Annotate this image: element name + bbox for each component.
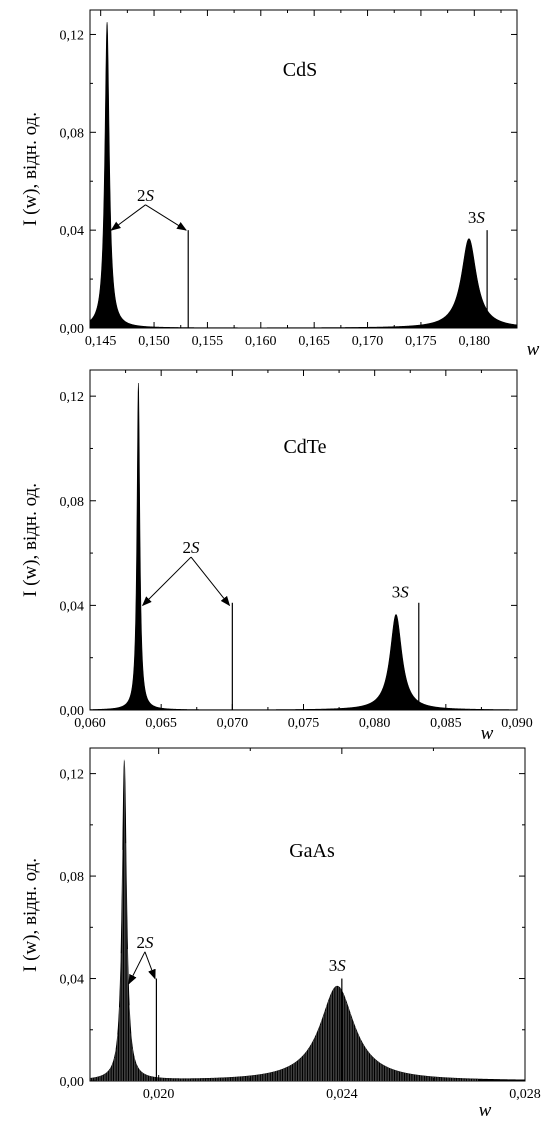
y-axis-label: I (w), відн. од. [20,858,41,972]
x-axis: 0,020 0,024 0,028 [143,748,541,1102]
annotations: 2S 3S [128,933,347,985]
plot-frame [89,9,518,329]
x-tick-label: 0,150 [138,334,170,349]
x-tick-label: 0,024 [326,1087,358,1102]
x-tick-label: 0,145 [85,334,117,349]
y-axis-label: I (w), відн. од. [20,112,41,226]
x-tick-label: 0,165 [298,334,330,349]
annotations: 2S 3S [110,186,486,231]
x-tick-label: 0,065 [145,716,177,731]
chart-panel-cdte: 0,060 0,065 0,070 0,075 0,080 0,085 0,090 0,00… [20,369,533,744]
y-tick-label: 0,08 [60,126,85,141]
peak-annotation: 2S [183,538,201,557]
y-tick-label: 0,04 [60,599,85,614]
x-axis: 0,060 0,065 0,070 0,075 0,080 0,085 0,090 [74,370,533,731]
panel-title: CdTe [283,436,326,458]
spectrum-area [89,382,518,711]
x-tick-label: 0,170 [352,334,384,349]
y-tick-label: 0,12 [60,768,85,783]
y-tick-label: 0,00 [60,1075,85,1090]
panel-title: CdS [283,59,317,81]
x-tick-label: 0,075 [288,716,320,731]
spectrum-area [89,22,518,329]
y-axis: 0,00 0,04 0,08 0,12 [60,390,517,719]
y-tick-label: 0,08 [60,495,85,510]
chart-panel-gaas: 0,020 0,024 0,028 0,00 0,04 0,08 0,12 2S 3S Ga… [20,747,541,1121]
y-tick-label: 0,12 [60,390,85,405]
x-tick-label: 0,180 [459,334,491,349]
plot-frame [89,747,526,1082]
x-tick-label: 0,060 [74,716,106,731]
panel-title: GaAs [289,840,335,862]
peak-annotation: 3S [392,583,410,602]
y-axis-label: I (w), відн. од. [20,483,41,597]
x-axis-label: w [481,723,494,744]
x-tick-label: 0,020 [143,1087,175,1102]
plot-frame [89,369,518,711]
y-tick-label: 0,00 [60,322,85,337]
annotations: 2S 3S [141,538,410,607]
annotation-arrow [141,556,192,607]
x-tick-label: 0,028 [509,1087,541,1102]
peak-annotation: 3S [329,956,347,975]
x-tick-label: 0,090 [501,716,533,731]
peak-annotation: 2S [137,186,155,205]
x-tick-label: 0,160 [245,334,277,349]
x-axis-label: w [527,339,540,360]
spectrum-marks [89,759,526,1082]
annotation-arrow [144,951,156,980]
annotation-arrow [190,556,231,607]
x-tick-label: 0,080 [359,716,391,731]
x-tick-label: 0,070 [217,716,249,731]
y-tick-label: 0,12 [60,28,85,43]
spectrum-area [89,759,526,1082]
y-tick-label: 0,08 [60,870,85,885]
x-axis: 0,145 0,150 0,155 0,160 0,165 0,170 0,175 0,180 [85,10,502,349]
x-tick-label: 0,155 [192,334,224,349]
y-tick-label: 0,04 [60,224,85,239]
y-tick-label: 0,00 [60,704,85,719]
chart-panel-cds: 0,145 0,150 0,155 0,160 0,165 0,170 0,175 0,180… [20,9,540,360]
x-tick-label: 0,175 [405,334,437,349]
peak-annotation: 2S [136,933,154,952]
x-axis-label: w [479,1100,492,1121]
peak-annotation: 3S [468,208,486,227]
y-axis: 0,00 0,04 0,08 0,12 [60,768,525,1090]
y-axis: 0,00 0,04 0,08 0,12 [60,28,517,337]
y-tick-label: 0,04 [60,973,85,988]
annotation-arrow [110,204,146,231]
x-tick-label: 0,085 [430,716,462,731]
spectrum-marks [89,22,518,329]
annotation-arrow [128,951,146,985]
annotation-arrow [145,204,187,231]
spectrum-marks [89,382,518,711]
